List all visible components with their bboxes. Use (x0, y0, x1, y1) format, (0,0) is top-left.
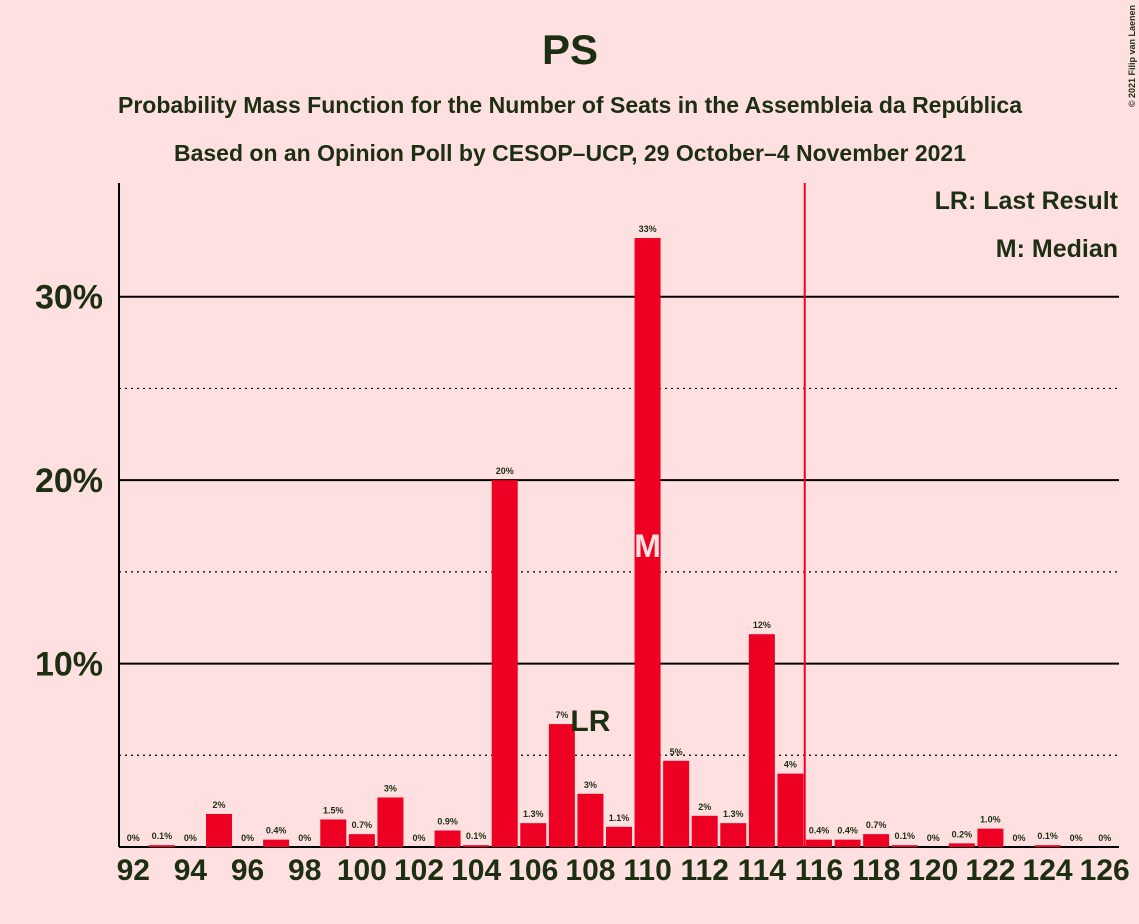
bar (377, 797, 404, 847)
value-label: 2% (698, 802, 711, 812)
x-tick-label: 110 (623, 854, 671, 887)
value-label: 0.7% (352, 820, 373, 830)
x-tick-label: 116 (795, 854, 843, 887)
bar (463, 845, 490, 847)
x-tick-label: 126 (1080, 854, 1130, 887)
value-label: 1.1% (609, 813, 630, 823)
bar (720, 823, 747, 847)
bar (348, 834, 375, 847)
bar (948, 843, 975, 847)
x-tick-label: 108 (565, 854, 615, 887)
value-label: 0.1% (894, 831, 915, 841)
value-label: 3% (584, 780, 597, 790)
value-label: 0.9% (437, 816, 458, 826)
x-tick-label: 122 (965, 854, 1015, 887)
bar (863, 834, 890, 847)
bar (748, 634, 775, 847)
value-label: 0% (1098, 833, 1111, 843)
x-tick-label: 104 (451, 854, 501, 887)
bar (577, 793, 604, 847)
chart-subtitle: Based on an Opinion Poll by CESOP–UCP, 2… (174, 140, 966, 166)
value-label: 12% (753, 620, 771, 630)
chart-title: PS (542, 26, 598, 73)
legend-entry: M: Median (996, 235, 1118, 263)
x-tick-label: 106 (508, 854, 558, 887)
value-label: 0% (1070, 833, 1083, 843)
x-tick-label: 112 (681, 854, 729, 887)
value-label: 0.1% (152, 831, 173, 841)
x-tick-label: 100 (337, 854, 387, 887)
bar (777, 773, 804, 847)
bar (320, 819, 347, 847)
value-label: 0.4% (837, 826, 858, 836)
bar (806, 839, 832, 847)
value-label: 2% (212, 800, 225, 810)
bar (148, 845, 175, 847)
value-label: 0.7% (866, 820, 887, 830)
value-label: 0.4% (266, 826, 287, 836)
value-label: 0% (927, 833, 940, 843)
value-label: 0.2% (952, 829, 973, 839)
value-label: 5% (670, 747, 683, 757)
x-tick-label: 98 (288, 854, 321, 887)
y-tick-label: 10% (35, 646, 103, 684)
y-tick-label: 20% (35, 462, 103, 500)
value-label: 0.1% (466, 831, 487, 841)
y-tick-label: 30% (35, 279, 103, 317)
value-label: 0% (184, 833, 197, 843)
x-tick-label: 96 (231, 854, 264, 887)
value-label: 0% (241, 833, 254, 843)
bar (663, 760, 690, 847)
bar (263, 839, 290, 847)
x-tick-label: 114 (738, 854, 787, 887)
value-label: 1.3% (523, 809, 544, 819)
value-label: 0.4% (809, 826, 830, 836)
value-label: 3% (384, 783, 397, 793)
value-label: 7% (555, 710, 568, 720)
x-tick-label: 118 (852, 854, 900, 887)
bar (1034, 845, 1061, 847)
bar (434, 830, 461, 847)
value-label: 0% (1012, 833, 1025, 843)
legend-entry: LR: Last Result (935, 187, 1119, 215)
bar (606, 826, 632, 847)
bar (634, 238, 661, 848)
value-label: 0% (298, 833, 311, 843)
chart-subtitle: Probability Mass Function for the Number… (118, 92, 1022, 118)
bar (891, 845, 918, 847)
median-marker: M (634, 528, 661, 564)
copyright: © 2021 Filip van Laenen (1127, 5, 1137, 107)
bar (491, 480, 518, 847)
value-label: 4% (784, 760, 797, 770)
value-label: 0% (412, 833, 425, 843)
value-label: 1.5% (323, 805, 344, 815)
value-label: 1.0% (980, 815, 1001, 825)
x-tick-label: 92 (117, 854, 150, 887)
value-label: 0% (127, 833, 140, 843)
bar (548, 724, 575, 847)
bar (520, 823, 547, 847)
x-tick-label: 94 (174, 854, 208, 887)
x-tick-label: 120 (908, 854, 958, 887)
bar (691, 815, 718, 847)
last-result-marker: LR (570, 705, 610, 738)
x-tick-label: 102 (394, 854, 444, 887)
bar (206, 813, 232, 847)
bar (977, 828, 1004, 847)
value-label: 33% (639, 224, 657, 234)
value-label: 20% (496, 466, 514, 476)
bar (834, 839, 861, 847)
value-label: 1.3% (723, 809, 744, 819)
x-tick-label: 124 (1023, 854, 1073, 887)
value-label: 0.1% (1037, 831, 1058, 841)
